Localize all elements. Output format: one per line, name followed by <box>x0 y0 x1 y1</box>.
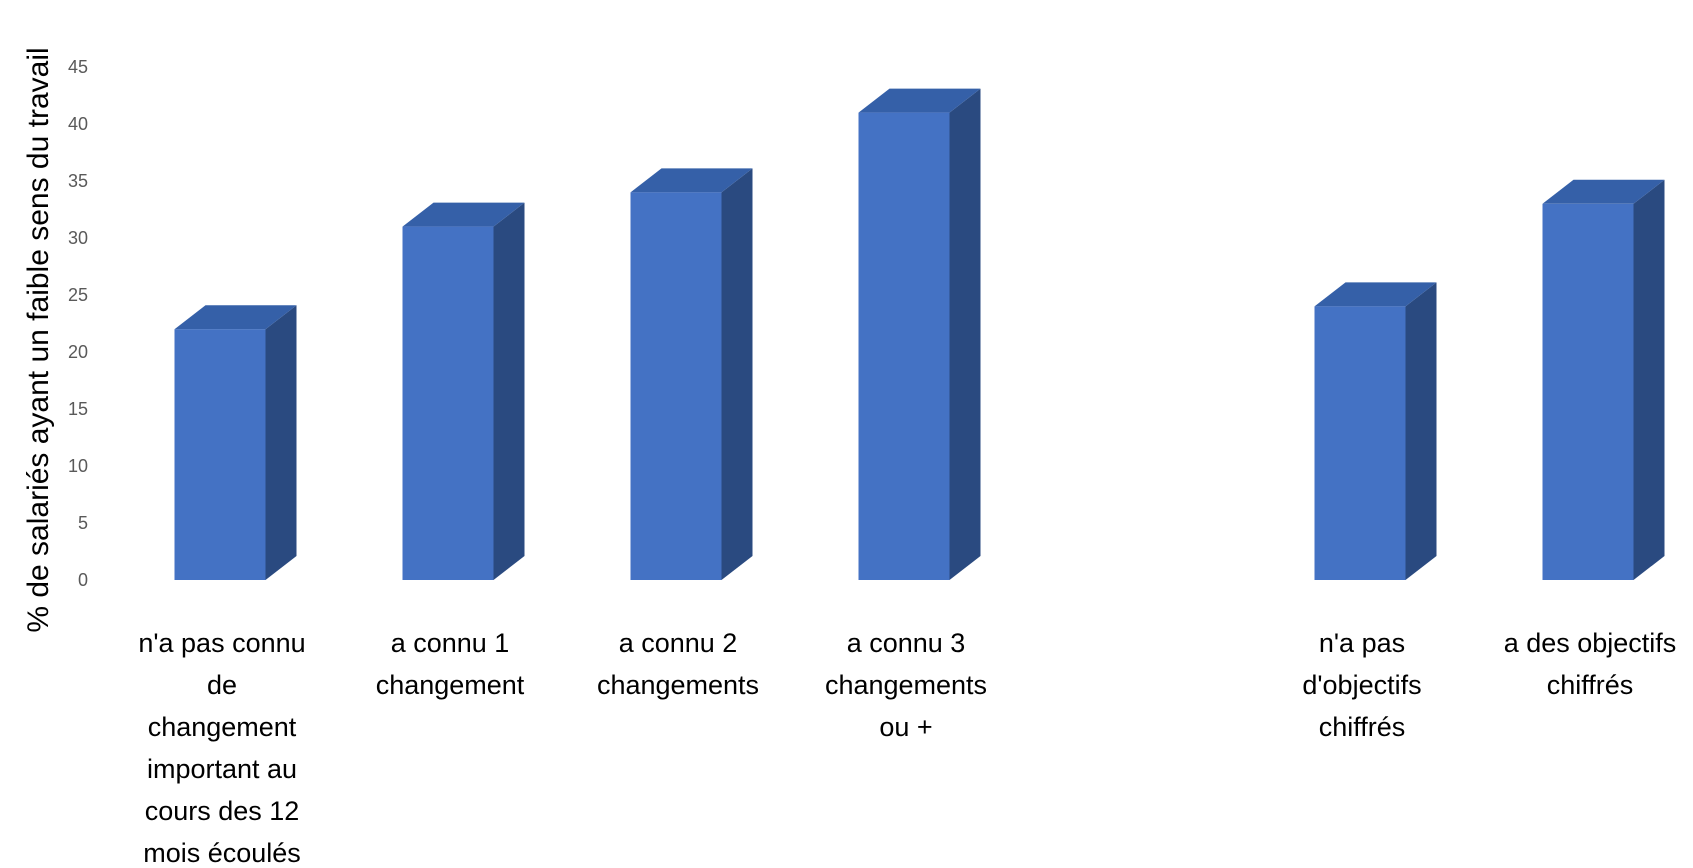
bar <box>858 88 981 580</box>
bar-side <box>721 168 753 580</box>
bar-top <box>174 305 297 330</box>
x-tick-label: ou + <box>879 712 932 742</box>
y-tick-label: 5 <box>78 513 88 533</box>
x-tick-label: important au <box>147 754 297 784</box>
x-tick-label: mois écoulés <box>143 838 301 868</box>
x-tick-label: changement <box>148 712 297 742</box>
bar-front <box>858 112 950 580</box>
bar-side <box>265 305 297 580</box>
bar-front <box>630 192 722 580</box>
y-tick-label: 15 <box>68 399 88 419</box>
bar-top <box>630 168 753 193</box>
bar-top <box>858 88 981 113</box>
bar-side <box>1405 282 1437 580</box>
x-tick-label: a des objectifs <box>1504 628 1677 658</box>
x-tick-label: a connu 3 <box>847 628 966 658</box>
bar-front <box>174 329 266 580</box>
bar-side <box>1633 179 1665 581</box>
bar <box>1314 282 1437 580</box>
bar <box>174 305 297 580</box>
bar <box>630 168 753 580</box>
x-tick-label: de <box>207 670 237 700</box>
bar-front <box>1314 306 1406 580</box>
x-tick-label: chiffrés <box>1547 670 1634 700</box>
bar-side <box>949 88 981 580</box>
y-tick-label: 40 <box>68 114 88 134</box>
y-axis: 0 5 10 15 20 25 30 35 40 45 <box>68 57 88 590</box>
bar-top <box>1542 179 1665 204</box>
bar-front <box>402 226 494 580</box>
x-tick-label: a connu 2 <box>619 628 738 658</box>
y-tick-label: 30 <box>68 228 88 248</box>
x-tick-label: n'a pas connu <box>138 628 305 658</box>
y-tick-label: 45 <box>68 57 88 77</box>
y-tick-label: 25 <box>68 285 88 305</box>
bar <box>1542 179 1665 581</box>
y-tick-label: 20 <box>68 342 88 362</box>
y-tick-label: 10 <box>68 456 88 476</box>
bars <box>174 88 1665 581</box>
x-tick-label: cours des 12 <box>145 796 300 826</box>
bar <box>402 202 525 580</box>
y-axis-title: % de salariés ayant un faible sens du tr… <box>22 47 55 632</box>
x-axis-labels: n'a pas connu de changement important au cou… <box>138 628 1676 868</box>
bar-top <box>1314 282 1437 307</box>
bar-front <box>1542 203 1634 581</box>
x-tick-label: chiffrés <box>1319 712 1406 742</box>
x-tick-label: n'a pas <box>1319 628 1405 658</box>
bar-top <box>402 202 525 227</box>
x-tick-label: a connu 1 <box>391 628 510 658</box>
x-tick-label: changements <box>597 670 759 700</box>
bar-side <box>493 202 525 580</box>
y-tick-label: 0 <box>78 570 88 590</box>
x-tick-label: changement <box>376 670 525 700</box>
y-tick-label: 35 <box>68 171 88 191</box>
x-tick-label: changements <box>825 670 987 700</box>
x-tick-label: d'objectifs <box>1302 670 1421 700</box>
